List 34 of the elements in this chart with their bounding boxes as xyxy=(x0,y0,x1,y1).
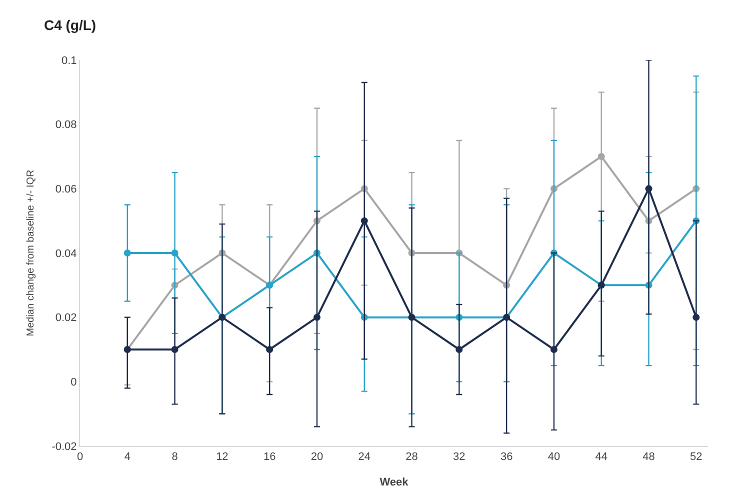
x-tick-label: 12 xyxy=(216,451,228,464)
x-tick-label: 4 xyxy=(124,451,130,464)
y-tick-label: 0.02 xyxy=(55,312,77,324)
x-tick-label: 28 xyxy=(406,451,418,464)
x-tick-label: 20 xyxy=(310,451,324,464)
y-tick-label: 0.08 xyxy=(55,119,77,132)
x-tick-label: 40 xyxy=(548,451,560,464)
y-axis-title: Median change from baseline +/- IQR xyxy=(26,170,37,336)
x-tick-label: 52 xyxy=(690,451,702,464)
point xyxy=(360,217,368,224)
y-tick-label: -0.02 xyxy=(52,440,77,453)
point xyxy=(313,314,320,321)
x-tick-label: 36 xyxy=(500,451,513,464)
point xyxy=(692,314,700,321)
point xyxy=(598,153,605,160)
y-tick-label: 0 xyxy=(70,376,77,389)
point xyxy=(266,346,274,353)
y-tick-label: 0.04 xyxy=(55,248,77,260)
point xyxy=(645,185,652,192)
chart-title: C4 (g/L) xyxy=(44,16,96,33)
x-tick-label: 44 xyxy=(595,451,608,464)
y-tick-label: 0.06 xyxy=(55,184,77,196)
point xyxy=(171,346,178,353)
point xyxy=(171,250,178,256)
x-tick-label: 24 xyxy=(358,451,371,464)
y-tick-label: 0.1 xyxy=(62,54,77,67)
point xyxy=(456,346,463,353)
x-tick-label: 32 xyxy=(453,451,466,464)
x-tick-label: 48 xyxy=(642,451,655,464)
point xyxy=(550,346,558,353)
x-tick-label: 8 xyxy=(172,451,178,464)
x-tick-label: 16 xyxy=(263,451,276,464)
x-axis-title: Week xyxy=(380,476,410,488)
point xyxy=(124,250,131,256)
